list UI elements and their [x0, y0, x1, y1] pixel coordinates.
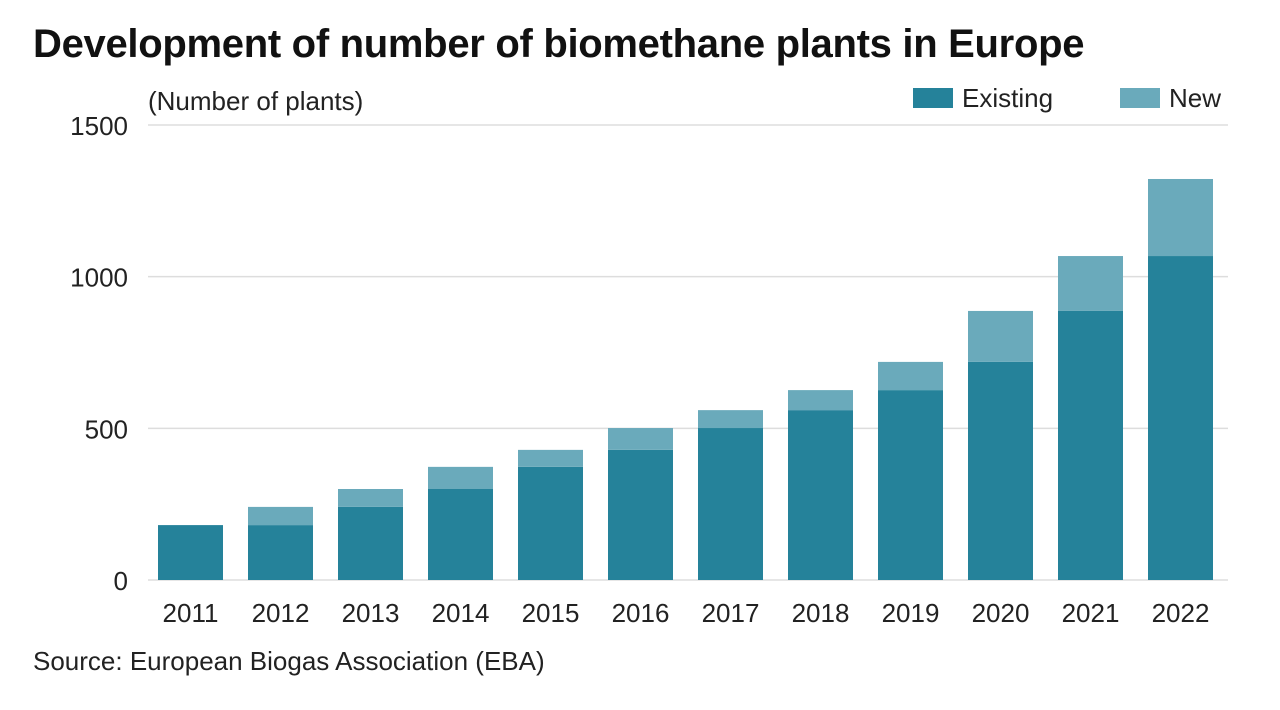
bar-existing-2015 [518, 466, 583, 580]
bar-existing-2014 [428, 489, 493, 580]
y-tick-label: 500 [85, 414, 128, 444]
x-tick-label: 2020 [972, 598, 1030, 628]
bar-new-2022 [1148, 178, 1213, 257]
bar-existing-2021 [1058, 310, 1123, 580]
source-note: Source: European Biogas Association (EBA… [33, 646, 545, 676]
legend-label-new: New [1169, 83, 1221, 113]
x-tick-label: 2016 [612, 598, 670, 628]
bar-new-2021 [1058, 256, 1123, 311]
x-tick-label: 2022 [1152, 598, 1210, 628]
bar-new-2013 [338, 489, 403, 507]
x-tick-label: 2019 [882, 598, 940, 628]
x-tick-label: 2011 [163, 598, 219, 628]
bar-existing-2011 [158, 525, 223, 580]
bar-new-2020 [968, 310, 1033, 362]
y-axis-label: (Number of plants) [148, 86, 363, 116]
y-tick-label: 1500 [70, 111, 128, 141]
legend: Existing New [913, 83, 1221, 113]
x-tick-label: 2017 [702, 598, 760, 628]
bar-existing-2016 [608, 449, 673, 580]
x-tick-label: 2018 [792, 598, 850, 628]
x-tick-label: 2021 [1062, 598, 1120, 628]
chart-title: Development of number of biomethane plan… [33, 22, 1085, 66]
x-tick-label: 2015 [522, 598, 580, 628]
legend-swatch-new [1120, 88, 1160, 108]
x-tick-label: 2013 [342, 598, 400, 628]
bar-new-2019 [878, 361, 943, 391]
bar-new-2017 [698, 410, 763, 429]
bar-existing-2017 [698, 428, 763, 580]
bar-new-2018 [788, 390, 853, 411]
bar-existing-2022 [1148, 256, 1213, 580]
bar-new-2016 [608, 428, 673, 450]
bar-existing-2013 [338, 506, 403, 580]
bar-existing-2019 [878, 390, 943, 580]
bar-existing-2020 [968, 361, 1033, 580]
legend-label-existing: Existing [962, 83, 1053, 113]
bar-new-2014 [428, 466, 493, 489]
y-tick-label: 1000 [70, 263, 128, 293]
x-tick-label: 2012 [252, 598, 310, 628]
bar-existing-2012 [248, 525, 313, 580]
y-tick-label: 0 [114, 566, 128, 596]
bar-new-2015 [518, 449, 583, 467]
bar-new-2012 [248, 506, 313, 526]
x-tick-label: 2014 [432, 598, 490, 628]
bar-existing-2018 [788, 410, 853, 580]
legend-swatch-existing [913, 88, 953, 108]
